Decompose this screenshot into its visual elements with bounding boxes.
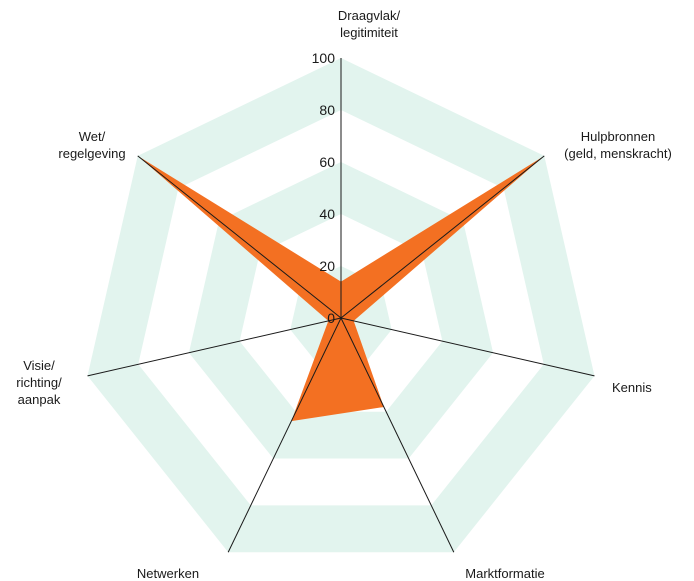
axis-label-4: Netwerken <box>137 566 199 581</box>
axis-label-6: Wet/regelgeving <box>58 129 125 161</box>
axis-line-6 <box>137 155 342 319</box>
axis-lines <box>87 58 595 553</box>
axis-label-1: Hulpbronnen (geld, menskracht) <box>564 129 672 161</box>
axis-labels: Draagvlak/legitimiteit Hulpbronnen (geld, … <box>16 8 672 581</box>
tick-label-80: 80 <box>319 102 335 118</box>
axis-line-3 <box>340 317 455 553</box>
axis-label-2: Kennis <box>612 380 652 395</box>
tick-label-40: 40 <box>319 206 335 222</box>
tick-label-20: 20 <box>319 258 335 274</box>
tick-label-0: 0 <box>327 310 335 326</box>
axis-label-0: Draagvlak/legitimiteit <box>338 8 401 40</box>
tick-labels: 0 20 40 60 80 100 <box>312 50 336 326</box>
tick-label-60: 60 <box>319 154 335 170</box>
axis-line-1 <box>340 155 545 319</box>
axis-line-2 <box>340 317 595 377</box>
axis-line-4 <box>227 317 342 553</box>
tick-label-100: 100 <box>312 50 336 66</box>
axis-label-5: Visie/richting/aanpak <box>16 358 62 407</box>
axis-line-5 <box>87 317 342 377</box>
axis-label-3: Marktformatie <box>465 566 544 581</box>
